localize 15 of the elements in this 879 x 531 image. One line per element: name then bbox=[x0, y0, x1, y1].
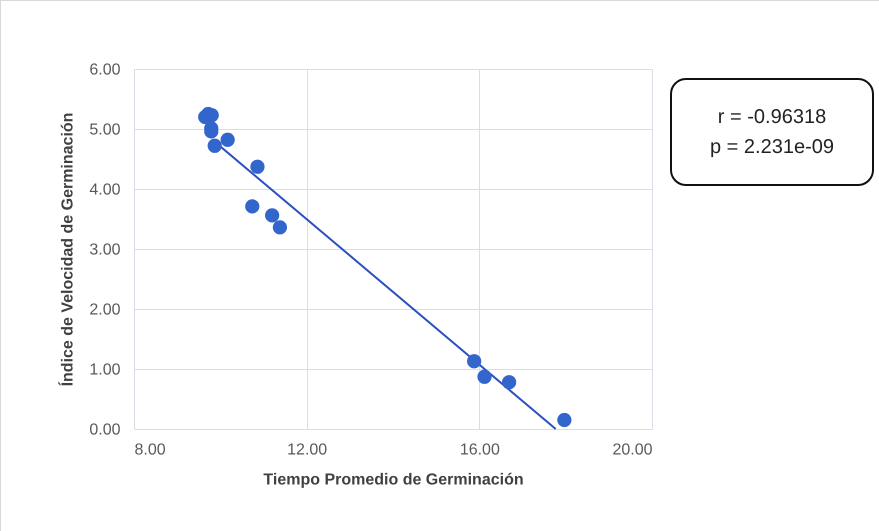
y-tick-label: 0.00 bbox=[89, 422, 121, 438]
text: r = -0.96318 bbox=[718, 105, 826, 130]
y-tick-label: 2.00 bbox=[89, 302, 121, 318]
y-axis-title: Índice de Velocidad de Germinación bbox=[57, 112, 76, 386]
y-tick-label: 1.00 bbox=[89, 362, 121, 378]
x-axis-title: Tiempo Promedio de Germinación bbox=[263, 472, 524, 488]
x-tick-label: 20.00 bbox=[612, 442, 653, 458]
y-tick-label: 4.00 bbox=[89, 182, 121, 198]
y-tick-label: 5.00 bbox=[89, 122, 121, 138]
x-tick-label: 16.00 bbox=[460, 442, 500, 458]
x-tick-label: 8.00 bbox=[134, 442, 166, 458]
x-tick-label: 12.00 bbox=[287, 442, 328, 458]
text: p = 2.231e-09 bbox=[710, 135, 834, 160]
y-tick-label: 3.00 bbox=[89, 242, 121, 258]
y-tick-label: 6.00 bbox=[89, 62, 121, 78]
